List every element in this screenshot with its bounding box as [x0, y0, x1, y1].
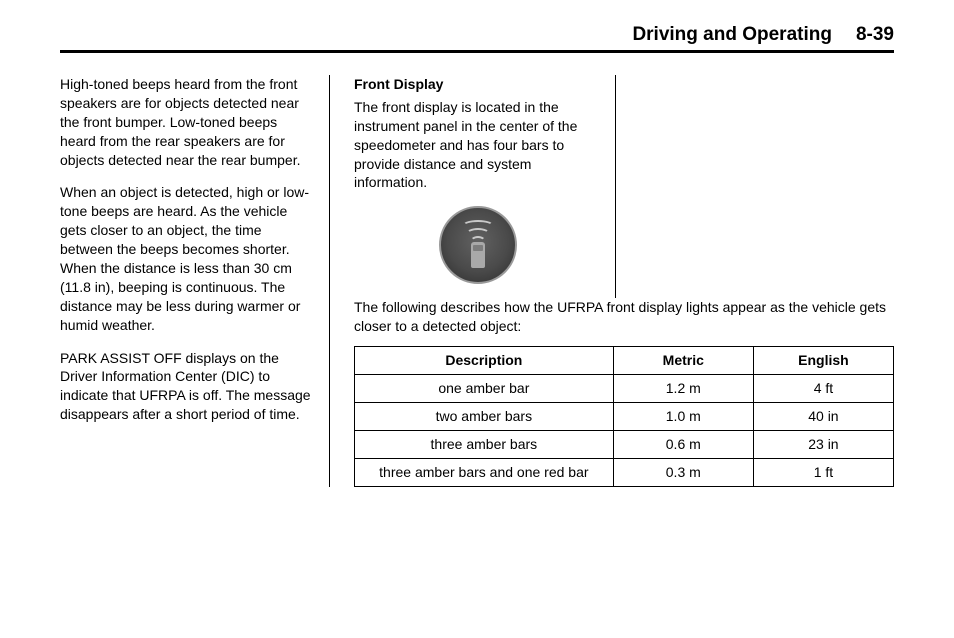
body-paragraph: When an object is detected, high or low-… [60, 183, 313, 334]
table-section: The following describes how the UFRPA fr… [354, 298, 894, 486]
right-region: Front Display The front display is locat… [354, 75, 894, 487]
content-columns: High-toned beeps heard from the front sp… [60, 75, 894, 487]
subheading: Front Display [354, 75, 601, 94]
header-rule [60, 50, 894, 53]
body-paragraph: The front display is located in the inst… [354, 98, 601, 192]
sensor-waves-icon [462, 220, 494, 242]
table-row: three amber bars 0.6 m 23 in [355, 430, 894, 458]
table-cell: 0.6 m [613, 430, 753, 458]
table-cell: three amber bars and one red bar [355, 458, 614, 486]
left-column: High-toned beeps heard from the front sp… [60, 75, 330, 487]
parking-sensor-icon [439, 206, 517, 284]
page-header: Driving and Operating 8-39 [60, 24, 894, 46]
table-cell: 1.2 m [613, 375, 753, 403]
table-header-cell: Description [355, 347, 614, 375]
table-cell: 1.0 m [613, 402, 753, 430]
table-header-row: Description Metric English [355, 347, 894, 375]
table-cell: 4 ft [753, 375, 893, 403]
section-title: Driving and Operating [632, 24, 832, 46]
table-row: three amber bars and one red bar 0.3 m 1… [355, 458, 894, 486]
table-cell: three amber bars [355, 430, 614, 458]
right-upper-split: Front Display The front display is locat… [354, 75, 894, 298]
body-paragraph: PARK ASSIST OFF displays on the Driver I… [60, 349, 313, 425]
icon-container [354, 206, 601, 284]
table-header-cell: English [753, 347, 893, 375]
body-paragraph: High-toned beeps heard from the front sp… [60, 75, 313, 169]
page-number: 8-39 [856, 24, 894, 46]
table-cell: 1 ft [753, 458, 893, 486]
table-row: one amber bar 1.2 m 4 ft [355, 375, 894, 403]
distance-table: Description Metric English one amber bar… [354, 346, 894, 486]
table-row: two amber bars 1.0 m 40 in [355, 402, 894, 430]
middle-column: Front Display The front display is locat… [354, 75, 616, 298]
table-cell: one amber bar [355, 375, 614, 403]
table-header-cell: Metric [613, 347, 753, 375]
table-intro-text: The following describes how the UFRPA fr… [354, 298, 894, 336]
table-cell: two amber bars [355, 402, 614, 430]
table-cell: 0.3 m [613, 458, 753, 486]
far-right-column [640, 75, 894, 298]
car-icon [471, 242, 485, 268]
table-cell: 23 in [753, 430, 893, 458]
table-cell: 40 in [753, 402, 893, 430]
